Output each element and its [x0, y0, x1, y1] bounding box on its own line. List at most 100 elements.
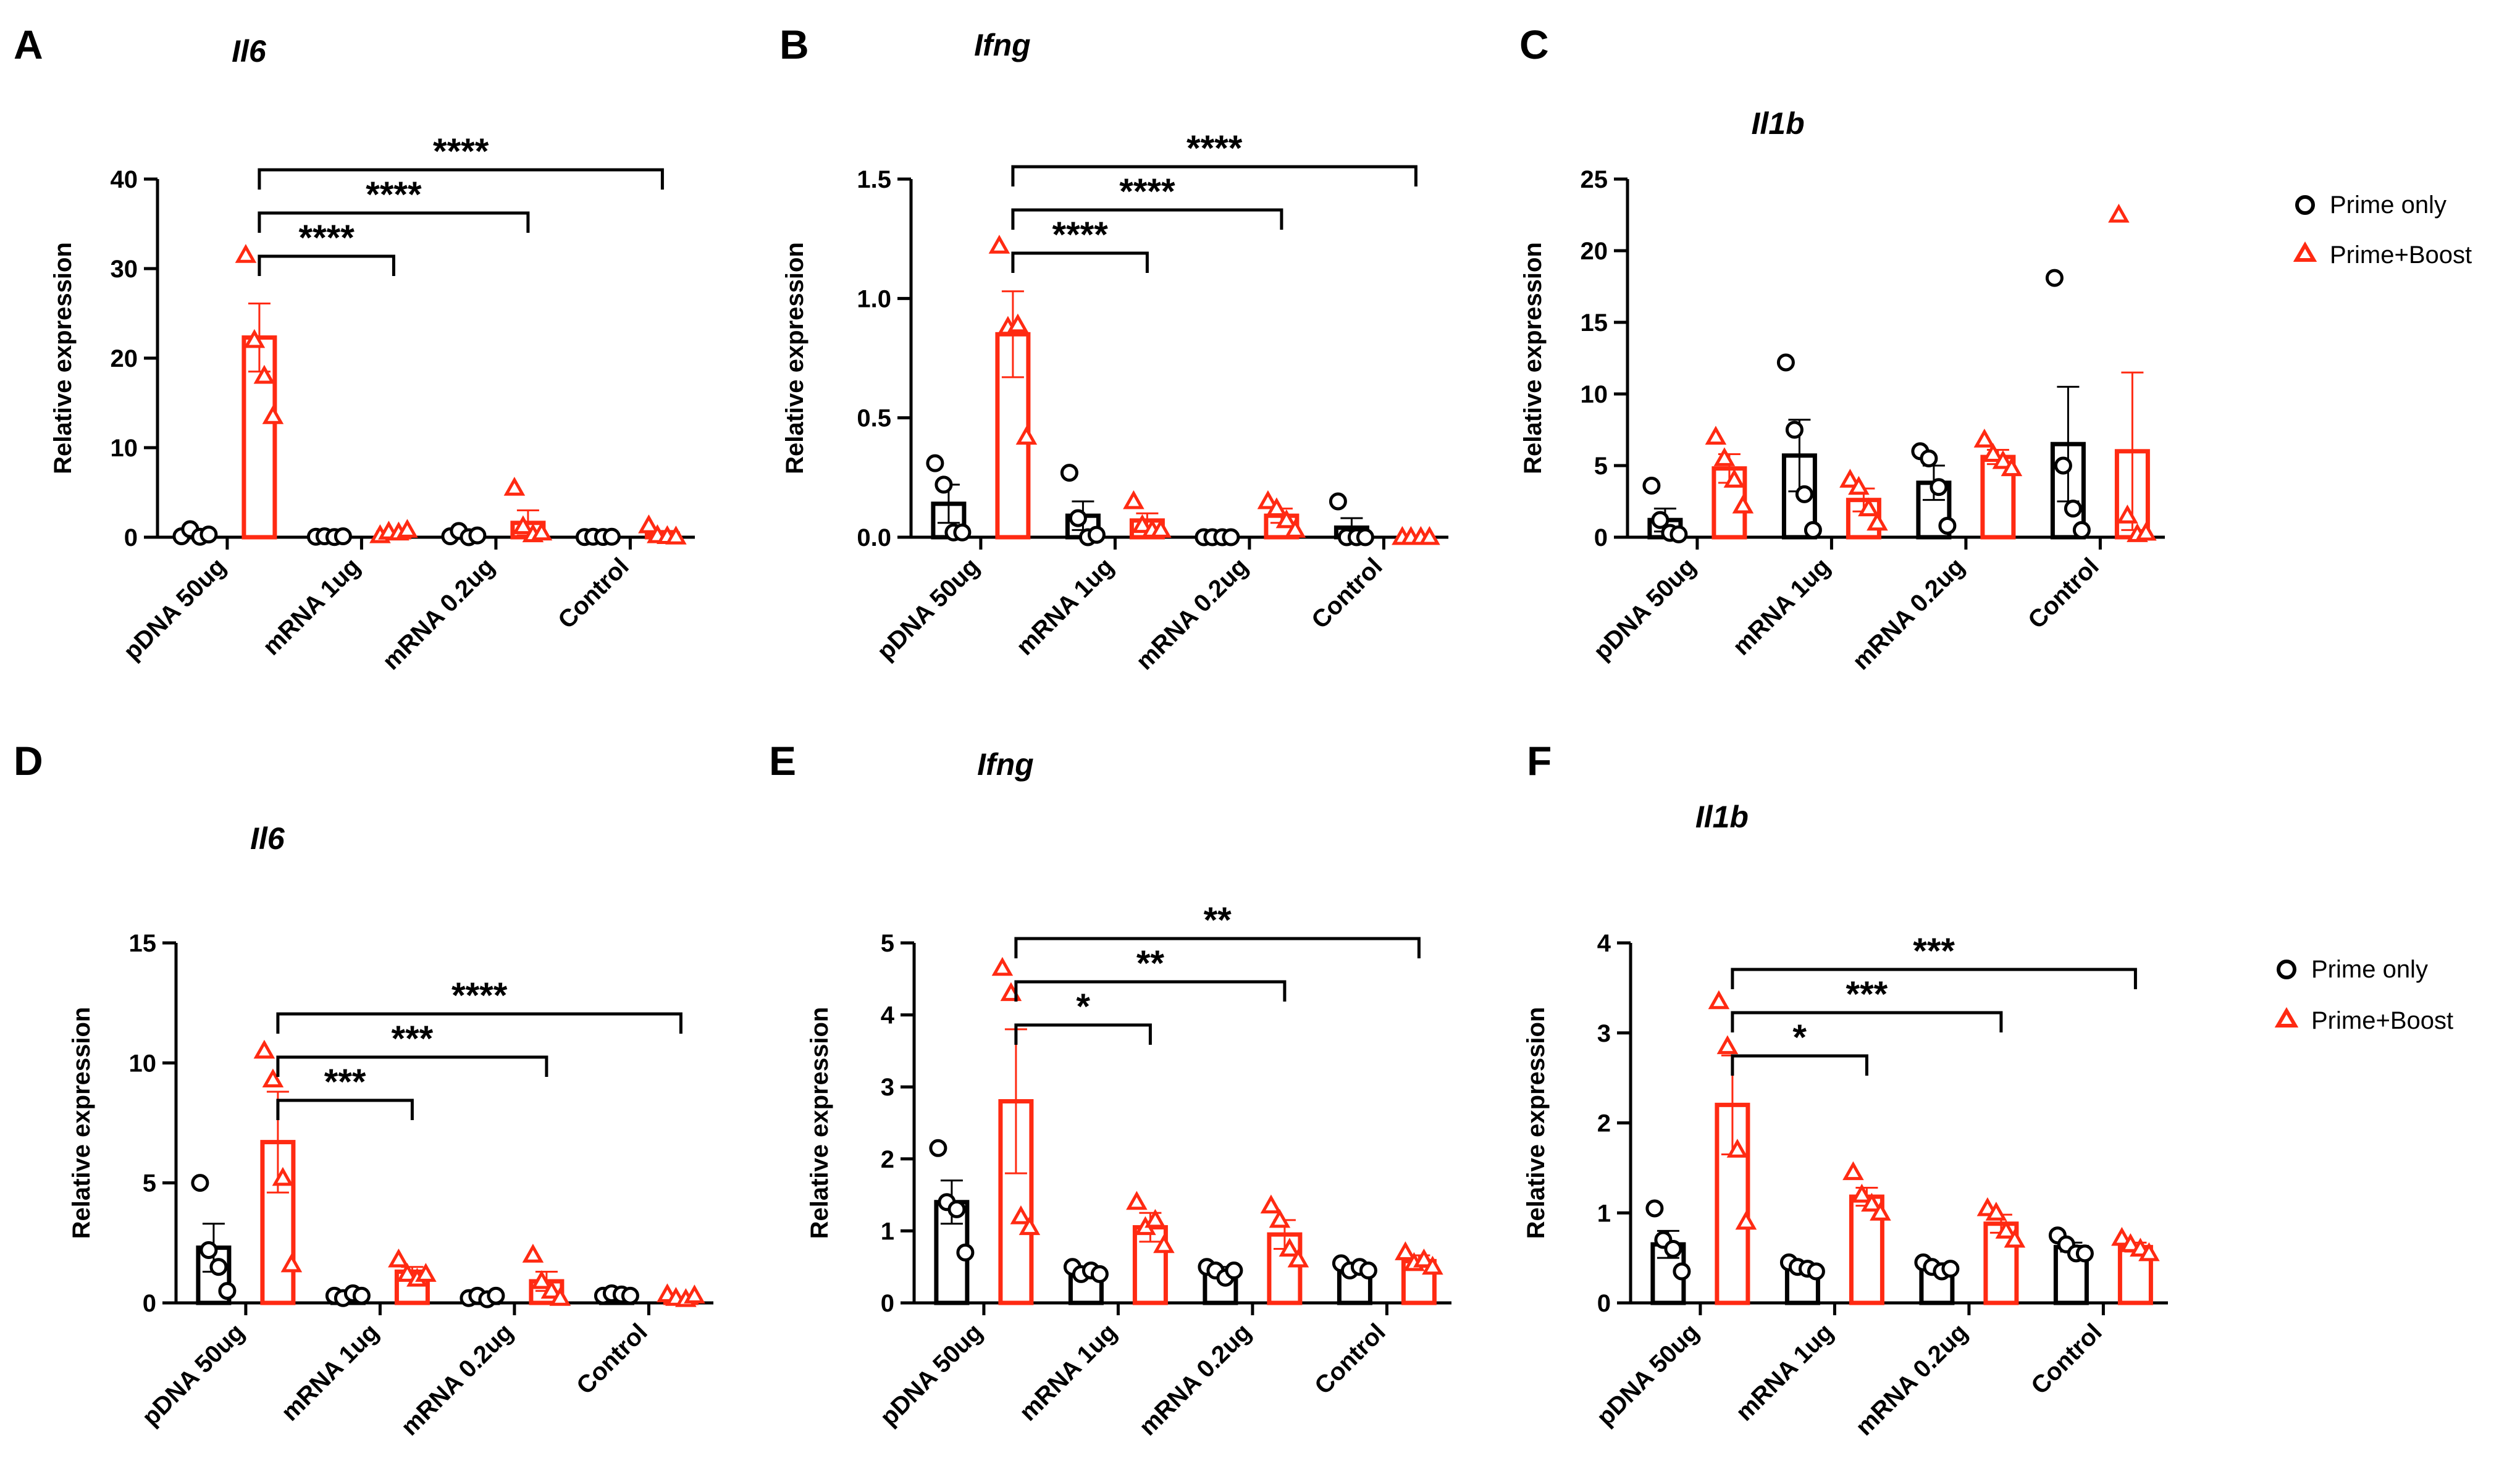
x-tick-label: mRNA 1ug: [276, 1318, 384, 1426]
significance-label: ***: [1913, 931, 1955, 971]
data-point-boost: [1269, 1208, 1291, 1228]
data-point-prime: [621, 1286, 639, 1305]
y-tick-label: 0: [124, 524, 138, 551]
y-axis-label: Relative expression: [68, 1007, 95, 1239]
data-point-boost: [1858, 497, 1880, 517]
data-point-boost: [1732, 494, 1754, 514]
data-point-prime: [468, 526, 487, 545]
data-point-boost: [522, 1244, 544, 1263]
data-point-prime: [1087, 525, 1106, 544]
x-tick-label: pDNA 50ug: [119, 553, 231, 665]
data-point-boost: [1713, 447, 1736, 466]
y-tick-label: 4: [881, 1002, 895, 1029]
data-point-prime: [1090, 1265, 1109, 1283]
legend-prime-label-top: Prime only: [2330, 191, 2446, 219]
y-tick-label: 1: [1597, 1200, 1611, 1227]
data-point-boost: [2120, 1233, 2141, 1252]
data-point-boost: [540, 1279, 563, 1299]
data-point-boost: [684, 1284, 705, 1304]
data-point-boost: [1260, 1194, 1282, 1214]
x-tick-label: Control: [553, 553, 634, 634]
data-point-boost: [1123, 490, 1144, 509]
data-point-prime: [1664, 1240, 1682, 1258]
data-point-prime: [1356, 528, 1374, 546]
chart-title: Il1b: [1752, 106, 1805, 141]
data-point-boost: [1839, 469, 1861, 488]
significance-bracket: [258, 254, 395, 276]
x-tick-label: pDNA 50ug: [1592, 1318, 1705, 1431]
y-tick-label: 10: [129, 1050, 157, 1077]
data-point-prime: [1920, 449, 1938, 467]
y-tick-label: 20: [111, 345, 138, 372]
data-point-boost: [1992, 450, 2014, 469]
legend-boost-label-top: Prime+Boost: [2330, 241, 2472, 269]
data-point-boost: [503, 477, 526, 496]
y-tick-label: 0: [1597, 1290, 1611, 1317]
significance-bracket: [1731, 968, 2137, 989]
data-point-boost: [1279, 1237, 1301, 1257]
y-tick-label: 25: [1581, 166, 1608, 193]
data-point-boost: [549, 1287, 571, 1306]
data-point-prime: [1329, 492, 1347, 511]
significance-bracket: [1011, 165, 1418, 186]
data-point-prime: [1359, 1262, 1377, 1280]
data-point-boost: [2004, 1228, 2026, 1248]
significance-label: *: [1792, 1018, 1807, 1058]
y-tick-label: 1.5: [857, 166, 891, 193]
significance-label: *: [1076, 987, 1090, 1027]
data-point-boost: [1723, 469, 1745, 488]
significance-bracket: [1014, 937, 1421, 958]
y-axis-label: Relative expression: [49, 242, 77, 474]
data-point-prime: [1785, 421, 1804, 439]
legend-prime-marker-bottom: [2277, 960, 2296, 979]
data-point-prime: [200, 1241, 218, 1259]
data-point-boost: [1144, 1208, 1166, 1228]
data-point-boost: [1867, 511, 1888, 531]
data-point-boost: [2138, 1242, 2160, 1262]
data-point-boost: [1015, 425, 1038, 445]
data-point-boost: [1010, 1205, 1032, 1224]
data-point-boost: [1419, 525, 1440, 545]
data-point-prime: [1930, 478, 1948, 496]
data-point-prime: [1222, 528, 1240, 546]
x-tick-label: mRNA 0.2ug: [1131, 553, 1253, 675]
data-point-boost: [1716, 1035, 1739, 1055]
data-point-prime: [1060, 464, 1078, 482]
data-point-boost: [1982, 443, 2004, 462]
data-point-boost: [272, 1166, 294, 1186]
data-point-boost: [531, 521, 553, 541]
significance-bracket: [258, 211, 530, 233]
significance-label: ****: [1052, 215, 1109, 255]
x-tick-label: pDNA 50ug: [137, 1318, 250, 1431]
x-tick-label: Control: [1309, 1318, 1391, 1400]
data-point-boost: [2135, 521, 2157, 541]
significance-bracket: [1011, 208, 1283, 230]
data-point-boost: [1861, 1192, 1883, 1212]
panel-letter: A: [14, 22, 43, 67]
x-tick-label: Control: [2026, 1318, 2107, 1400]
significance-bracket: [1011, 251, 1149, 273]
data-point-prime: [1795, 485, 1813, 503]
data-point-boost: [1985, 1202, 2007, 1221]
data-point-prime: [1938, 516, 1957, 535]
y-axis-label: Relative expression: [781, 242, 808, 474]
data-point-prime: [200, 525, 218, 544]
data-point-boost: [1153, 1234, 1175, 1253]
data-point-boost: [991, 956, 1014, 976]
data-point-prime: [1670, 525, 1688, 543]
data-point-boost: [397, 519, 418, 538]
y-tick-label: 15: [129, 930, 157, 957]
data-point-boost: [388, 1248, 410, 1268]
significance-label: ****: [452, 976, 508, 1016]
x-tick-label: pDNA 50ug: [875, 1318, 988, 1431]
significance-bracket: [1731, 1054, 1868, 1076]
panel-letter: F: [1527, 738, 1552, 784]
y-tick-label: 1.0: [857, 285, 891, 312]
data-point-prime: [1807, 1262, 1825, 1281]
data-point-boost: [1413, 1248, 1435, 1268]
data-point-boost: [988, 235, 1010, 254]
significance-bracket: [1014, 1023, 1152, 1045]
data-point-boost: [665, 525, 687, 545]
